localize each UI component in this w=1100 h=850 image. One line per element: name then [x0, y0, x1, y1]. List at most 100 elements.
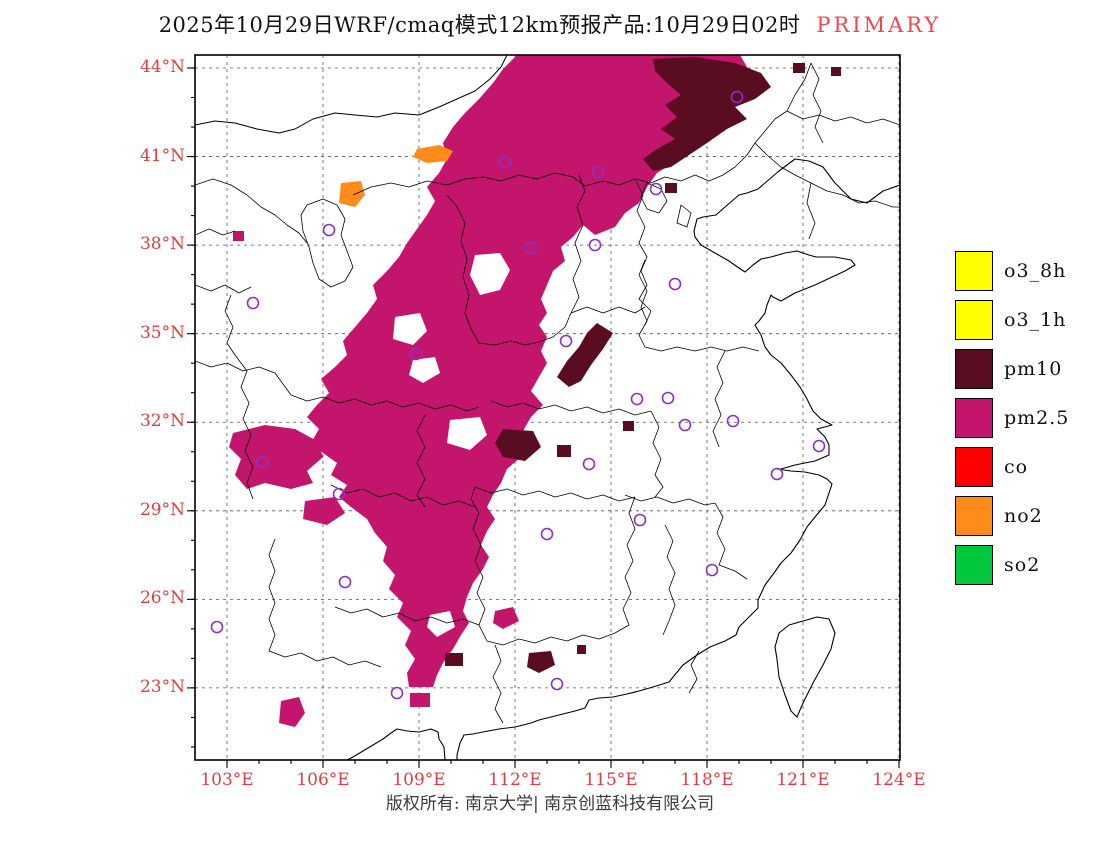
city-marker	[246, 296, 260, 310]
province-borders	[195, 360, 292, 396]
province-borders	[290, 394, 480, 412]
city-marker	[678, 418, 692, 432]
legend-swatch-pm10	[955, 349, 993, 389]
city-marker	[770, 467, 784, 481]
city-marker	[812, 439, 826, 453]
x-axis-label: 103°E	[200, 770, 254, 790]
province-borders	[754, 142, 900, 208]
legend: o3_8h o3_1h pm10 pm2.5 co no2 so2	[955, 251, 1069, 594]
province-borders	[195, 62, 900, 724]
x-axis-label: 121°E	[776, 770, 830, 790]
legend-label: pm10	[1004, 358, 1063, 380]
national-border-line	[195, 55, 508, 134]
province-borders	[195, 228, 252, 294]
pm10-region	[557, 445, 571, 457]
pm25-regions	[229, 55, 755, 727]
province-borders	[474, 486, 636, 502]
province-borders	[786, 110, 900, 126]
province-borders	[810, 62, 824, 144]
x-axis-label: 109°E	[392, 770, 446, 790]
province-borders	[352, 62, 812, 196]
no2-regions	[339, 145, 453, 207]
page-title: 2025年10月29日WRF/cmaq模式12km预报产品:10月29日02时 P…	[0, 9, 1100, 39]
map-gaps	[393, 253, 510, 637]
legend-item-pm10: pm10	[955, 349, 1069, 389]
province-borders	[676, 204, 692, 228]
province-borders	[492, 644, 504, 724]
x-axis-label: 112°E	[488, 770, 542, 790]
city-marker	[322, 223, 336, 237]
legend-item-pm2.5: pm2.5	[955, 398, 1069, 438]
province-borders	[446, 194, 540, 346]
legend-swatch-so2	[955, 545, 993, 585]
legend-item-co: co	[955, 447, 1069, 487]
y-axis-label: 26°N	[139, 588, 185, 609]
province-borders	[330, 484, 476, 508]
city-marker	[582, 457, 596, 471]
pm10-region	[577, 645, 586, 654]
city-marker	[210, 620, 224, 634]
coastline-path	[346, 728, 446, 760]
x-axis-label: 124°E	[872, 770, 926, 790]
legend-swatch-o3_8h	[955, 251, 993, 291]
pm10-region	[527, 651, 555, 673]
pm10-regions	[445, 57, 841, 673]
city-marker	[588, 238, 602, 252]
province-borders	[224, 294, 254, 500]
city-marker	[705, 563, 719, 577]
map-gap	[393, 313, 427, 345]
axis-ticks	[187, 67, 900, 768]
legend-item-o3_1h: o3_1h	[955, 300, 1069, 340]
province-borders	[538, 174, 586, 343]
city-marker	[338, 575, 352, 589]
city-marker	[332, 487, 346, 501]
legend-label: so2	[1004, 554, 1041, 576]
province-borders	[662, 524, 676, 636]
legend-item-no2: no2	[955, 496, 1069, 536]
city-markers	[210, 90, 826, 700]
province-borders	[300, 198, 354, 288]
legend-item-so2: so2	[955, 545, 1069, 585]
pm10-region	[643, 57, 771, 171]
province-borders	[416, 414, 426, 508]
no2-region	[413, 145, 453, 163]
pm25-region	[307, 55, 755, 687]
map-gap	[409, 357, 440, 383]
pm10-region	[623, 421, 634, 431]
pm25-region	[493, 607, 519, 629]
map-area	[187, 54, 901, 768]
city-marker	[726, 414, 740, 428]
legend-label: co	[1004, 456, 1029, 478]
province-borders	[268, 538, 382, 668]
city-marker	[668, 277, 682, 291]
city-marker	[524, 241, 538, 255]
city-marker	[498, 155, 512, 169]
city-marker	[409, 347, 423, 361]
pm10-region	[445, 653, 463, 666]
legend-swatch-co	[955, 447, 993, 487]
x-axis-label: 118°E	[680, 770, 734, 790]
pm10-region	[665, 183, 677, 193]
province-borders	[806, 182, 816, 240]
coastline	[346, 158, 900, 760]
city-marker	[559, 334, 573, 348]
legend-swatch-o3_1h	[955, 300, 993, 340]
city-marker	[630, 392, 644, 406]
city-marker	[390, 686, 404, 700]
y-axis-label: 35°N	[139, 322, 185, 343]
legend-item-o3_8h: o3_8h	[955, 251, 1069, 291]
pm10-region	[831, 67, 841, 76]
no2-region	[339, 181, 365, 207]
legend-label: o3_1h	[1004, 309, 1067, 331]
legend-swatch-no2	[955, 496, 993, 536]
x-axis-label: 106°E	[296, 770, 350, 790]
taiwan-island	[774, 616, 836, 718]
pm10-region	[495, 429, 541, 461]
y-axis-label: 23°N	[139, 676, 185, 697]
province-borders	[714, 502, 748, 580]
city-marker	[649, 182, 663, 196]
city-marker	[730, 90, 744, 104]
province-borders	[650, 410, 664, 498]
city-marker	[633, 513, 647, 527]
